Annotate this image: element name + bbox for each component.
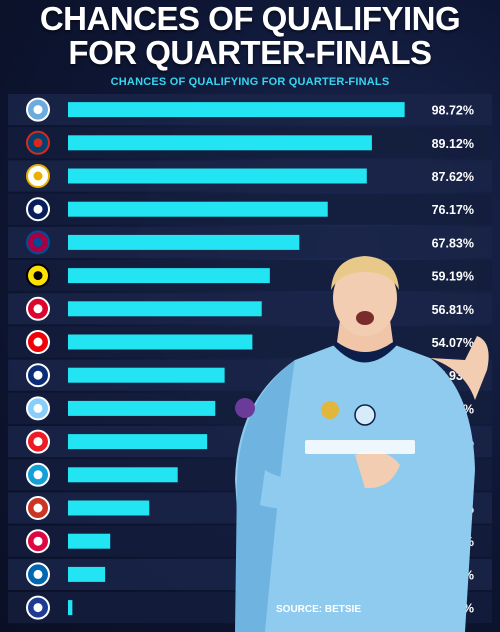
chart-title: CHANCES OF QUALIFYING FOR QUARTER-FINALS — [110, 76, 390, 88]
value-label: 76.17% — [432, 203, 474, 217]
bar — [68, 566, 106, 582]
bar — [68, 334, 253, 350]
dortmund-crest — [26, 263, 50, 288]
porto-crest — [26, 363, 50, 388]
source-note: SOURCE: BETSIE — [276, 604, 362, 615]
real-madrid-crest — [26, 164, 50, 188]
lazio-crest — [26, 396, 50, 421]
bar — [68, 135, 372, 151]
bar — [68, 102, 405, 118]
psg-crest — [26, 130, 50, 155]
headline: CHANCES OF QUALIFYING FOR QUARTER-FINALS — [0, 2, 500, 70]
bar — [68, 400, 216, 416]
bar — [68, 168, 367, 184]
arsenal-crest — [26, 330, 50, 354]
bar — [68, 600, 73, 616]
bar — [68, 234, 300, 250]
value-label: 98.72% — [432, 104, 474, 118]
value-label: 67.83% — [432, 236, 474, 250]
value-label: 87.62% — [432, 170, 474, 184]
value-label: 59.19% — [432, 270, 474, 284]
bayern-crest — [26, 296, 50, 321]
bar — [68, 268, 270, 284]
inter-crest — [26, 197, 50, 222]
napoli-crest — [26, 462, 50, 487]
bar — [68, 301, 262, 317]
bar — [68, 201, 328, 217]
psv-crest — [26, 429, 50, 454]
value-label: 89.12% — [432, 137, 474, 151]
value-label: 54.07% — [432, 336, 474, 350]
bar — [68, 467, 178, 483]
real-sociedad-crest — [26, 562, 50, 587]
copenhagen-crest — [26, 595, 50, 620]
barcelona-crest — [26, 230, 50, 255]
bar — [68, 533, 111, 549]
bar — [68, 500, 150, 516]
atletico-crest — [26, 496, 50, 520]
headline-line-1: CHANCES OF QUALIFYING — [39, 0, 461, 37]
value-label: 56.81% — [432, 303, 474, 317]
bar — [68, 434, 208, 450]
headline-line-2: FOR QUARTER-FINALS — [68, 34, 432, 71]
bar — [68, 367, 225, 383]
manchester-city-crest — [26, 97, 50, 122]
leipzig-crest — [26, 529, 50, 554]
player-illustration — [235, 256, 489, 632]
